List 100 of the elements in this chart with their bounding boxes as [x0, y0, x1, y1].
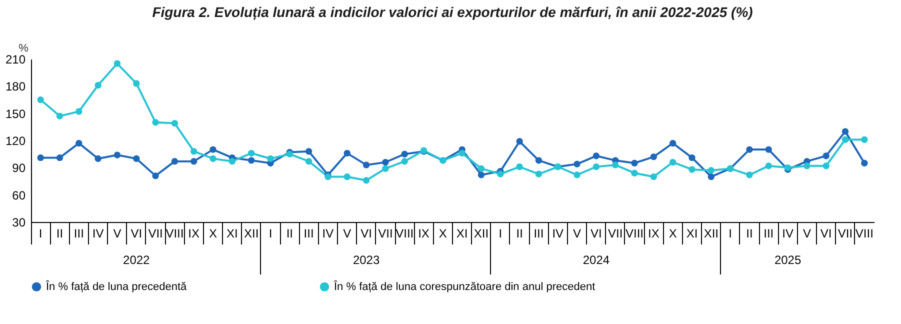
- point: [765, 146, 772, 153]
- point: [612, 162, 619, 168]
- point: [535, 170, 542, 178]
- point: [76, 108, 82, 115]
- text: 2023: [352, 253, 380, 267]
- point: [535, 157, 542, 164]
- text: 2022: [123, 253, 150, 267]
- point: [669, 140, 676, 147]
- point: [152, 172, 159, 180]
- x-tick-label: VI: [130, 226, 142, 240]
- text: 2025: [774, 253, 802, 267]
- y-tick-label: 120: [5, 134, 26, 148]
- x-tick-label: III: [764, 226, 774, 240]
- legend-label: În % față de luna precedentă: [45, 280, 188, 293]
- point: [842, 128, 849, 135]
- x-tick-label: III: [304, 226, 314, 240]
- point: [688, 166, 696, 173]
- x-tick-label: V: [802, 226, 811, 240]
- point: [478, 172, 485, 178]
- point: [210, 155, 216, 162]
- x-tick-label: VIII: [855, 226, 874, 240]
- point: [248, 157, 255, 164]
- point: [746, 146, 753, 153]
- point: [458, 150, 466, 157]
- x-tick-label: VII: [148, 226, 163, 240]
- point: [133, 80, 140, 87]
- x-tick-label: X: [209, 226, 218, 240]
- point: [861, 160, 868, 166]
- point: [516, 163, 523, 170]
- point: [133, 155, 140, 162]
- point: [76, 140, 82, 147]
- x-tick-label: IX: [188, 226, 200, 240]
- point: [152, 119, 159, 126]
- point: [344, 150, 350, 157]
- point: [516, 138, 523, 145]
- x-tick-label: XII: [704, 226, 718, 240]
- x-tick-label: V: [343, 226, 352, 240]
- point: [822, 162, 830, 170]
- point: [746, 172, 753, 178]
- x-tick-label: XI: [456, 226, 468, 240]
- y-tick-label: 60: [12, 188, 26, 202]
- point: [267, 155, 274, 162]
- point: [305, 148, 312, 155]
- x-tick-label: I: [728, 226, 732, 240]
- point: [171, 158, 178, 165]
- x-tick-label: V: [113, 226, 122, 240]
- point: [842, 136, 849, 143]
- point: [210, 146, 216, 153]
- x-tick-label: III: [534, 226, 544, 240]
- x-tick-label: II: [516, 226, 523, 240]
- point: [669, 158, 676, 166]
- x-tick-label: IV: [92, 226, 104, 240]
- point: [592, 163, 600, 170]
- x-tick-label: I: [38, 226, 42, 240]
- x-tick-label: VIII: [626, 226, 644, 240]
- legend-label: În % față de luna corespunzătoare din anul precedent: [333, 280, 596, 293]
- point: [861, 136, 868, 143]
- y-tick-label: 150: [5, 106, 26, 121]
- x-tick-label: VIII: [396, 226, 414, 240]
- point: [37, 154, 44, 162]
- point: [94, 82, 102, 89]
- point: [37, 96, 44, 104]
- point: [592, 152, 600, 160]
- point: [401, 158, 408, 165]
- point: [248, 150, 255, 157]
- point: [497, 170, 504, 178]
- point: [382, 165, 389, 172]
- point: [574, 160, 580, 168]
- x-tick-label: XII: [244, 226, 259, 240]
- point: [362, 176, 370, 184]
- text: 2024: [582, 253, 610, 267]
- point: [574, 172, 580, 178]
- point: [382, 158, 389, 166]
- x-tick-label: IV: [322, 226, 334, 240]
- x-tick-label: X: [438, 226, 447, 240]
- point: [114, 152, 121, 158]
- point: [765, 162, 772, 170]
- point: [822, 152, 830, 160]
- y-tick-label: 90: [12, 161, 26, 176]
- point: [171, 120, 178, 127]
- point: [56, 112, 64, 120]
- point: [650, 153, 658, 160]
- chart-title: Figura 2. Evoluția lunară a indicilor valorici ai exporturilor de mărfuri, în anii 2022-2025 (%): [152, 4, 754, 21]
- x-tick-label: IX: [648, 226, 660, 240]
- x-tick-label: III: [74, 226, 84, 240]
- point: [344, 173, 350, 180]
- x-tick-label: II: [56, 226, 64, 240]
- point: [114, 60, 121, 67]
- point: [362, 162, 370, 168]
- y-tick-label: 180: [5, 80, 26, 94]
- point: [94, 155, 102, 162]
- x-tick-label: I: [268, 226, 272, 240]
- point: [631, 170, 638, 176]
- x-tick-label: XI: [226, 226, 238, 240]
- x-tick-label: I: [498, 226, 502, 240]
- y-tick-label: 210: [5, 52, 26, 66]
- x-tick-label: IV: [782, 226, 794, 240]
- point: [688, 154, 696, 162]
- x-tick-label: VI: [590, 226, 602, 240]
- point: [228, 158, 236, 165]
